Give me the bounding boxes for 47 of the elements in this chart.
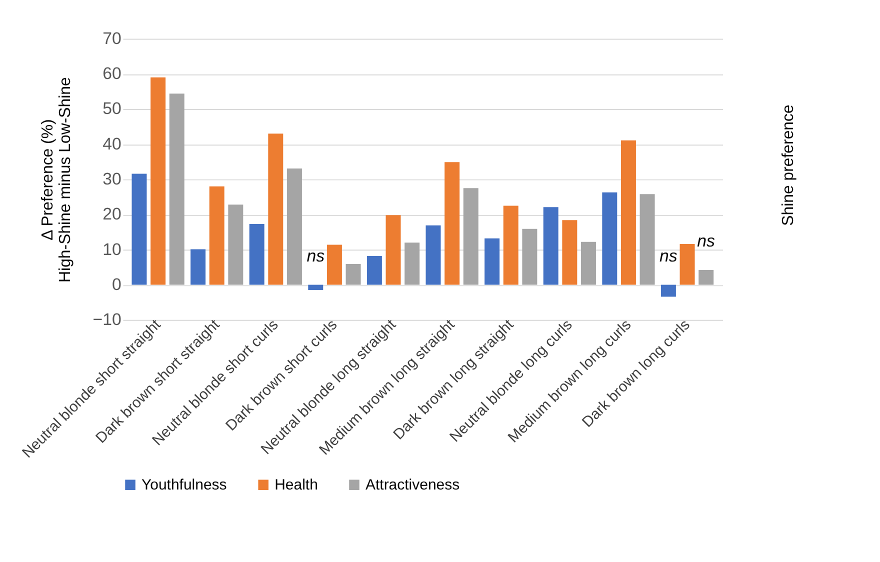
annotation: ns	[660, 246, 678, 266]
bar	[484, 238, 500, 285]
bar	[249, 224, 264, 285]
bar	[346, 264, 361, 285]
y-axis-title: Δ Preference (%) High-Shine minus Low-Shine	[39, 77, 74, 282]
bar	[326, 244, 342, 285]
text: Shine preference	[780, 104, 797, 226]
bar	[308, 284, 324, 290]
bar	[190, 249, 206, 285]
y-tick-label: 40	[102, 134, 122, 154]
bar	[209, 186, 224, 285]
bar	[562, 220, 578, 285]
bar	[366, 256, 382, 285]
y-tick-label: 0	[112, 274, 122, 294]
bar	[543, 207, 558, 285]
bar	[602, 192, 618, 285]
annotation: ns	[697, 232, 716, 251]
y-tick-label: 60	[102, 64, 122, 84]
y-tick-label: −10	[92, 310, 122, 330]
bar	[698, 270, 714, 285]
y-tick-label: 10	[102, 240, 122, 259]
legend-label: Youthfulness	[142, 476, 227, 494]
bar	[169, 94, 184, 285]
bar	[680, 244, 695, 285]
legend-label: Health	[274, 476, 318, 494]
legend-label: Attractiveness	[365, 476, 460, 494]
bar	[522, 228, 538, 285]
y-tick-label: 70	[102, 28, 122, 48]
bar	[463, 188, 478, 285]
bar	[268, 134, 284, 285]
bar	[580, 242, 596, 285]
bar	[228, 204, 244, 285]
bar	[503, 206, 518, 285]
bar	[620, 140, 636, 285]
annotation: ns	[306, 246, 326, 266]
bar	[386, 215, 401, 285]
bar	[404, 242, 420, 285]
y-tick-label: 50	[102, 99, 122, 118]
bar	[150, 77, 166, 285]
bar	[640, 194, 655, 285]
bar	[444, 162, 460, 285]
bar	[426, 225, 441, 285]
y-tick-label: 30	[102, 169, 122, 188]
bar	[132, 174, 147, 285]
y-tick-label: 20	[102, 204, 122, 224]
bar	[660, 284, 676, 297]
bar	[286, 168, 302, 285]
